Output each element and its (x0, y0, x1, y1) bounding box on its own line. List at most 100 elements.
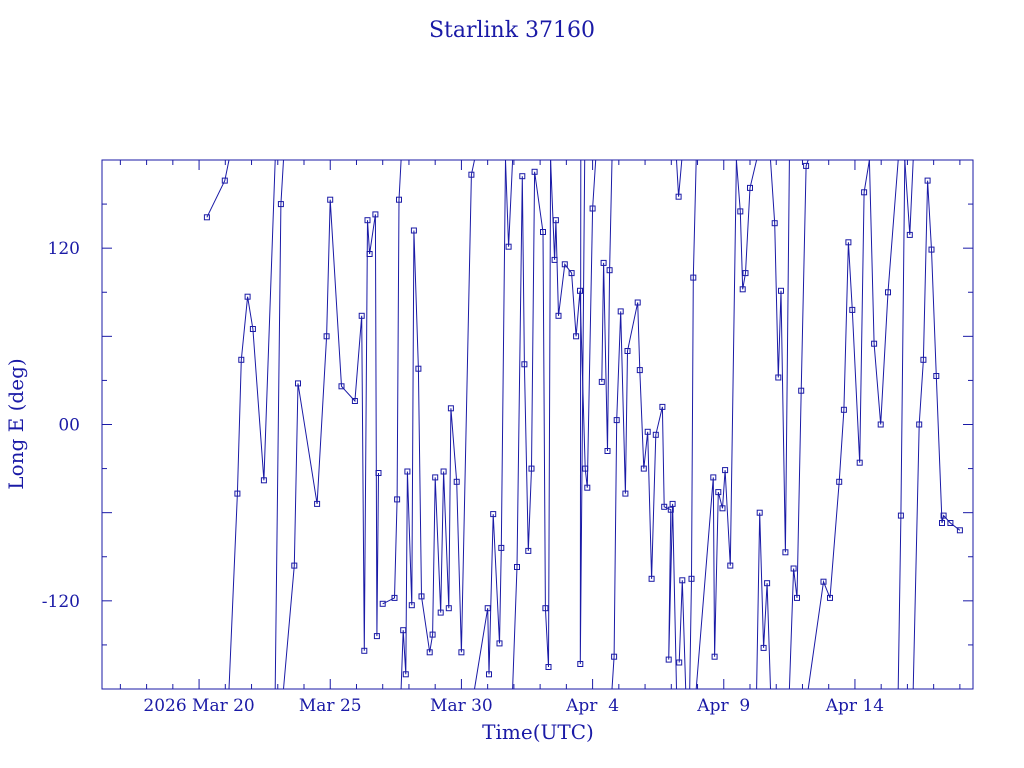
data-point (690, 274, 697, 281)
data-point (845, 239, 852, 246)
data-point (760, 644, 767, 651)
data-point (871, 340, 878, 347)
data-point (496, 640, 503, 647)
data-point (659, 403, 666, 410)
data-point (928, 246, 935, 253)
data-point (688, 575, 695, 582)
data-point (582, 465, 589, 472)
data-point (366, 251, 373, 257)
data-point (323, 333, 330, 340)
data-point (453, 478, 460, 485)
data-point (238, 356, 245, 363)
data-point (552, 217, 559, 224)
data-point (528, 465, 535, 472)
data-point (849, 306, 856, 313)
data-point (727, 562, 734, 569)
data-point (327, 196, 334, 203)
data-point (589, 205, 596, 212)
data-point (644, 428, 651, 435)
x-tick-label: Apr 4 (565, 696, 619, 716)
data-point (486, 671, 492, 678)
data-point (418, 593, 425, 600)
data-point (408, 602, 415, 609)
data-point (836, 478, 843, 485)
data-point (756, 509, 763, 516)
data-point (790, 565, 797, 572)
data-point (624, 348, 631, 354)
data-point (613, 417, 620, 424)
data-point (396, 196, 402, 203)
data-point (933, 373, 940, 379)
data-point (458, 649, 465, 656)
axis-ticks (102, 159, 973, 690)
data-point (764, 580, 771, 587)
series-segment (912, 180, 961, 690)
data-point (722, 467, 729, 474)
series-line (206, 159, 961, 690)
y-axis-label: Long E (deg) (4, 358, 28, 489)
data-point (440, 468, 447, 475)
series-segment (228, 159, 276, 690)
series-segment (579, 159, 586, 665)
data-point (426, 649, 433, 656)
series-segment (283, 199, 379, 690)
series-segment (512, 159, 552, 690)
x-tick-label: Mar 25 (299, 696, 362, 716)
data-point (379, 600, 386, 607)
data-point (555, 312, 562, 319)
data-point (542, 605, 549, 612)
data-point (295, 380, 301, 387)
series-segment (770, 159, 790, 553)
data-point (676, 659, 683, 666)
data-point (715, 489, 722, 496)
series-segment (676, 159, 683, 197)
data-point (606, 267, 613, 274)
data-point (679, 577, 686, 584)
data-point (573, 333, 580, 340)
data-point (861, 189, 868, 196)
data-point (372, 211, 379, 218)
data-point (782, 549, 789, 556)
data-point (402, 671, 409, 678)
chart-title: Starlink 37160 (429, 18, 595, 43)
data-point (429, 631, 436, 638)
data-point (916, 421, 923, 428)
data-point (519, 173, 526, 180)
series-segment (678, 580, 687, 690)
data-point (373, 633, 380, 640)
data-point (551, 256, 558, 263)
data-point (939, 520, 945, 526)
data-point (956, 527, 963, 534)
data-point (739, 286, 746, 293)
data-point (291, 562, 298, 569)
data-point (561, 261, 568, 268)
data-point (437, 609, 444, 616)
data-point (652, 431, 659, 438)
data-point (521, 361, 528, 368)
data-point (338, 383, 345, 390)
series-segment (735, 159, 758, 290)
data-point (600, 259, 607, 266)
data-point (260, 477, 267, 484)
data-point (737, 208, 744, 215)
series-segment (897, 159, 906, 690)
data-point (675, 193, 682, 200)
data-point (577, 287, 583, 294)
data-point (798, 387, 805, 394)
data-point (947, 520, 954, 526)
data-point (906, 231, 913, 238)
data-point (361, 647, 368, 654)
data-point (540, 229, 546, 235)
data-point (203, 214, 210, 221)
series-segment (400, 159, 475, 690)
data-point (742, 270, 749, 277)
data-point (468, 171, 475, 178)
x-tick-label: Apr 9 (696, 696, 750, 716)
data-point (490, 511, 497, 518)
data-point (877, 421, 884, 428)
data-point (640, 465, 647, 472)
series-markers (203, 162, 963, 678)
data-point (410, 227, 417, 234)
data-point (505, 243, 512, 250)
